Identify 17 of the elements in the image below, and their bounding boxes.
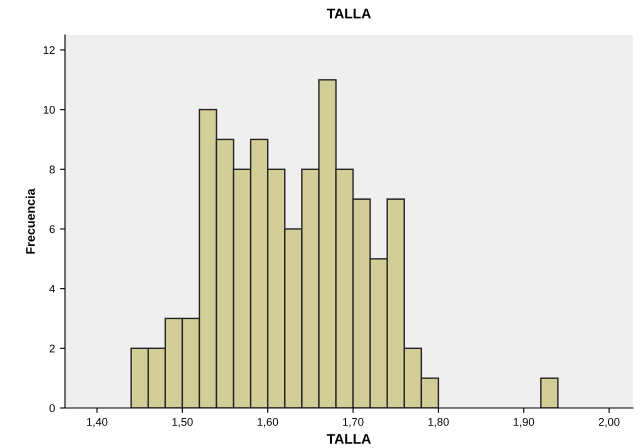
y-axis-title: Frecuencia [26, 188, 35, 254]
y-tick-label: 2 [50, 344, 55, 352]
chart-title: TALLA [326, 8, 371, 18]
x-tick-label: 1,70 [343, 418, 364, 428]
x-tick-label: 1,50 [172, 418, 193, 428]
y-tick-label: 8 [50, 166, 55, 174]
y-tick-label: 0 [50, 404, 55, 412]
x-tick-label: 1,60 [258, 418, 278, 428]
y-tick-label: 10 [44, 106, 55, 114]
x-tick-label: 1,80 [428, 418, 449, 428]
y-tick-label: 6 [50, 225, 55, 234]
x-tick-label: 2,00 [598, 418, 620, 428]
x-axis-title: TALLA [326, 434, 371, 444]
x-tick-label: 1,40 [87, 418, 108, 428]
y-tick-label: 12 [44, 46, 55, 54]
y-tick-label: 4 [49, 285, 55, 293]
x-tick-label: 1,90 [514, 418, 534, 428]
